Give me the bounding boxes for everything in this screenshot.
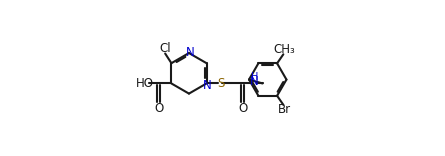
Text: N: N xyxy=(203,78,212,92)
Text: Cl: Cl xyxy=(159,42,171,55)
Text: CH₃: CH₃ xyxy=(273,43,295,56)
Text: S: S xyxy=(217,77,224,90)
Text: N: N xyxy=(186,46,195,59)
Text: O: O xyxy=(154,102,164,115)
Text: N: N xyxy=(250,75,259,88)
Text: HO: HO xyxy=(136,77,154,90)
Text: Br: Br xyxy=(278,103,291,116)
Text: H: H xyxy=(251,72,258,82)
Text: O: O xyxy=(239,102,248,115)
